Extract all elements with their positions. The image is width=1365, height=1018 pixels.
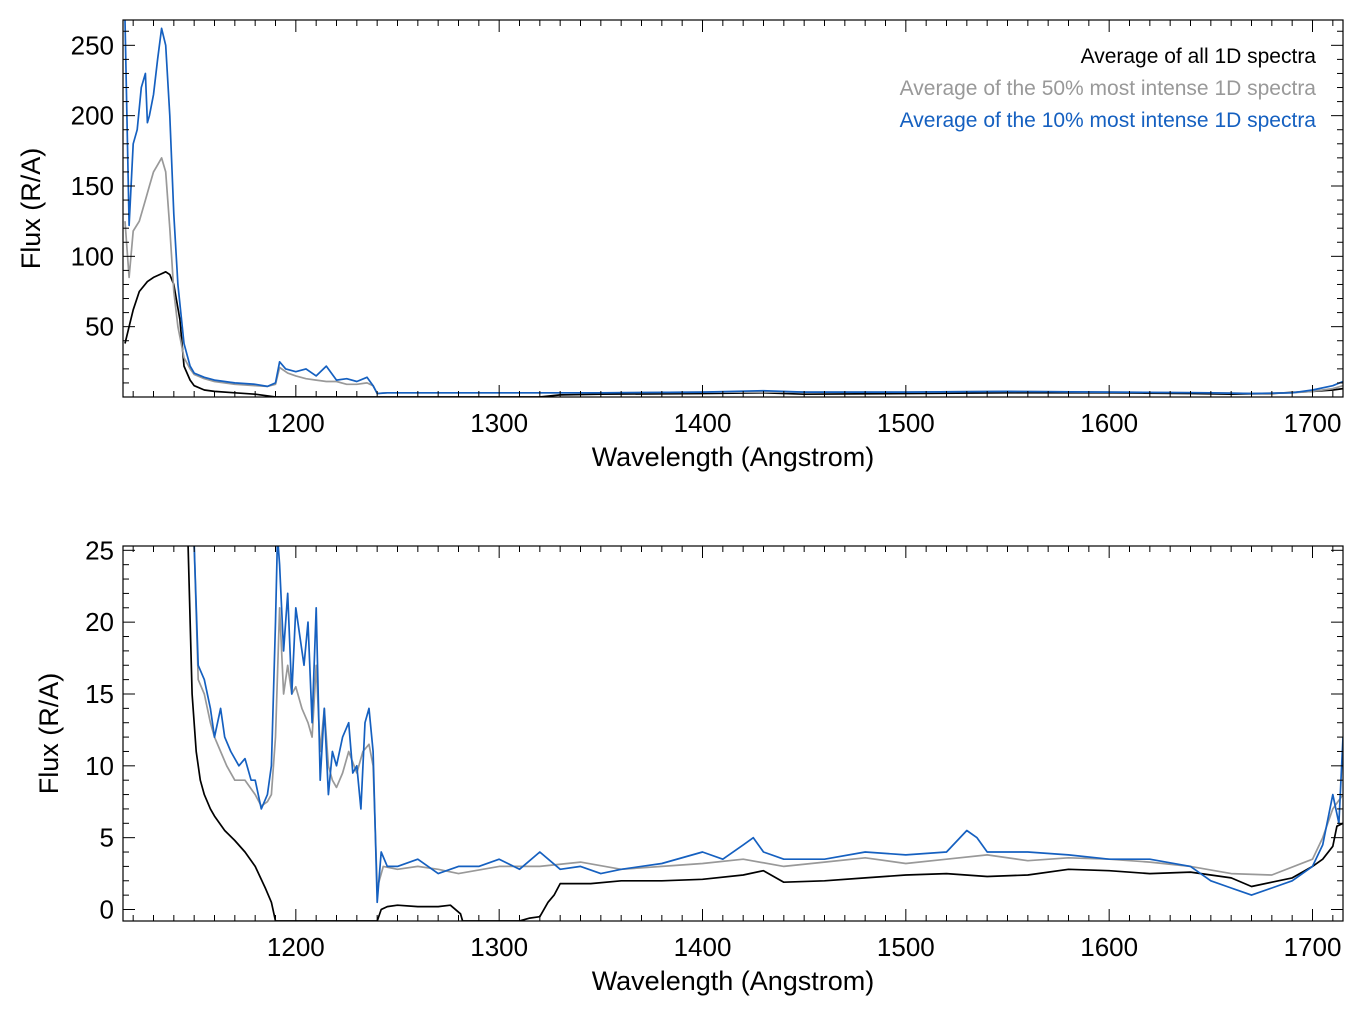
- x-tick-label: 1500: [877, 408, 935, 438]
- x-tick-label: 1600: [1080, 408, 1138, 438]
- series-group: [187, 546, 1343, 921]
- bottom-spectrum-panel: 1200 1300 1400 1500 1600 1700 0 5 10 15 20 25 Wavele…: [34, 535, 1344, 996]
- y-tick-label: 100: [71, 241, 114, 271]
- spectrum-line-2: [193, 546, 1343, 904]
- x-tick-label: 1500: [877, 932, 935, 962]
- x-tick-label: 1700: [1284, 408, 1342, 438]
- y-axis-title: Flux (R/A): [16, 148, 46, 270]
- x-tick-label: 1600: [1080, 932, 1138, 962]
- y-tick-label: 15: [85, 679, 114, 709]
- legend-entry: Average of all 1D spectra: [1081, 45, 1317, 68]
- x-tick-label: 1400: [674, 408, 732, 438]
- tick-marks: [123, 546, 1343, 921]
- legend-entry: Average of the 10% most intense 1D spect…: [900, 109, 1317, 132]
- x-tick-label: 1700: [1284, 932, 1342, 962]
- y-tick-label: 10: [85, 751, 114, 781]
- spectrum-line-0: [187, 546, 1343, 921]
- top-spectrum-panel: 1200 1300 1400 1500 1600 1700 50 100 150 200 250 Wa…: [16, 19, 1344, 472]
- x-axis-title: Wavelength (Angstrom): [592, 442, 875, 472]
- y-tick-label: 25: [85, 535, 114, 565]
- x-tick-label: 1200: [267, 408, 325, 438]
- y-tick-label: 200: [71, 101, 114, 131]
- y-tick-label: 150: [71, 171, 114, 201]
- legend: Average of all 1D spectra Average of the …: [900, 45, 1317, 132]
- y-tick-label: 20: [85, 607, 114, 637]
- x-tick-label: 1200: [267, 932, 325, 962]
- x-tick-label: 1400: [674, 932, 732, 962]
- legend-entry: Average of the 50% most intense 1D spect…: [900, 77, 1317, 100]
- tick-marks: [123, 20, 1343, 398]
- y-tick-label: 250: [71, 30, 114, 60]
- x-tick-label: 1300: [470, 932, 528, 962]
- x-axis-title: Wavelength (Angstrom): [592, 966, 875, 996]
- plot-frame: [122, 19, 1344, 398]
- y-tick-label: 0: [100, 895, 114, 925]
- plot-frame: [122, 545, 1344, 922]
- spectrum-line-1: [124, 157, 1343, 395]
- y-axis-title: Flux (R/A): [34, 673, 64, 795]
- y-tick-label: 50: [85, 312, 114, 342]
- x-tick-label: 1300: [470, 408, 528, 438]
- y-tick-label: 5: [100, 823, 114, 853]
